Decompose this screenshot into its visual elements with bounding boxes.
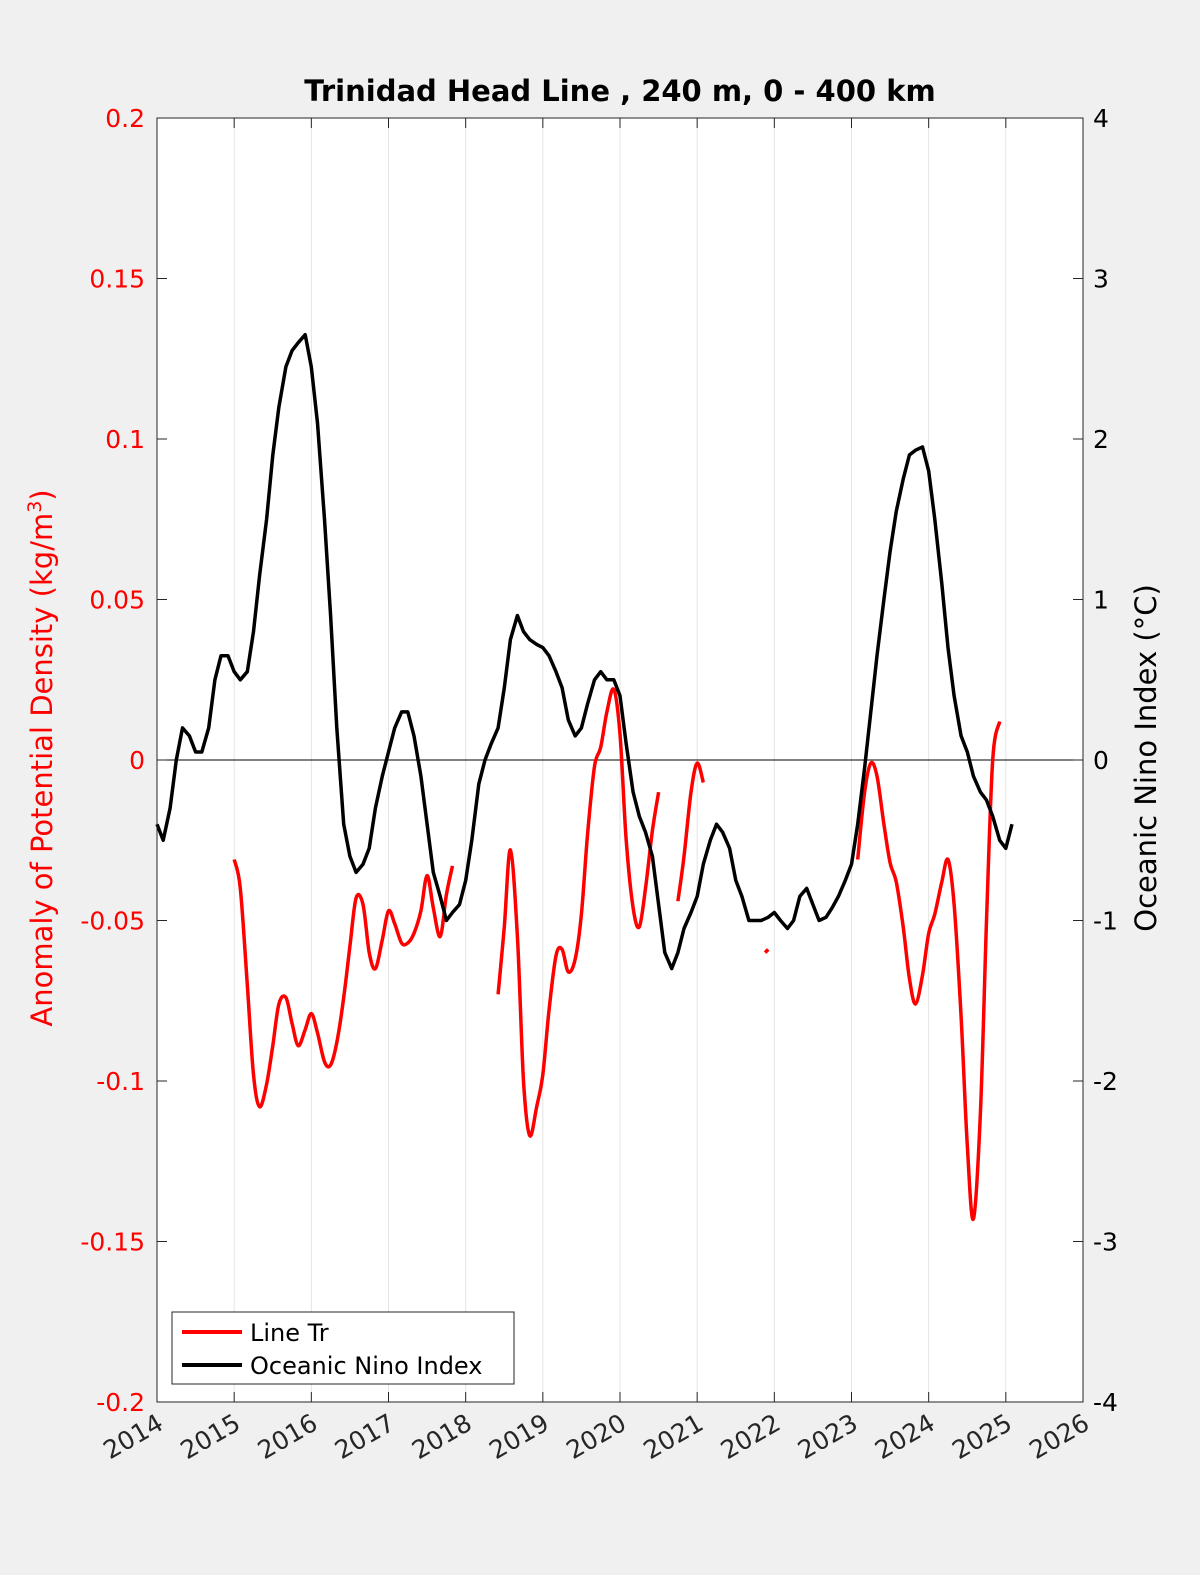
- y-left-tick-label: 0.15: [89, 265, 145, 294]
- y-right-tick-label: 2: [1093, 425, 1109, 454]
- y-left-tick-label: 0.1: [105, 425, 145, 454]
- y-left-tick-label: 0: [129, 746, 145, 775]
- chart-title: Trinidad Head Line , 240 m, 0 - 400 km: [304, 74, 935, 108]
- y-left-tick-label: -0.1: [96, 1067, 145, 1096]
- y-left-tick-label: 0.05: [89, 586, 145, 615]
- y-left-tick-label: -0.2: [96, 1388, 145, 1417]
- legend: Line Tr Oceanic Nino Index: [171, 1311, 515, 1385]
- y-axis-left-label-sup: 3: [24, 501, 46, 513]
- series-line-tr: [496, 687, 661, 1138]
- y-axis-left-label: Anomaly of Potential Density (kg/m3): [24, 489, 59, 1026]
- y-axis-right-label: Oceanic Nino Index (°C): [1129, 584, 1163, 932]
- legend-label-line-tr: Line Tr: [250, 1319, 329, 1347]
- legend-box: [171, 1311, 515, 1385]
- series-line-tr: [676, 761, 705, 902]
- series-line-tr: [855, 721, 1002, 1221]
- series-line-tr: [232, 859, 455, 1109]
- y-right-tick-label: -4: [1093, 1388, 1118, 1417]
- series-group: [155, 332, 1014, 1221]
- y-right-tick-label: -3: [1093, 1228, 1118, 1257]
- y-left-tick-label: -0.05: [80, 907, 145, 936]
- y-right-tick-label: 0: [1093, 746, 1109, 775]
- series-line-tr: [763, 948, 770, 954]
- y-right-tick-label: 4: [1093, 104, 1109, 133]
- series-oni: [155, 332, 1014, 971]
- y-right-tick-label: -2: [1093, 1067, 1118, 1096]
- y-axis-left-label-main: Anomaly of Potential Density (kg/m: [25, 513, 59, 1027]
- y-right-tick-label: 1: [1093, 586, 1109, 615]
- y-left-tick-label: 0.2: [105, 104, 145, 133]
- y-right-tick-label: -1: [1093, 907, 1118, 936]
- y-axis-left-label-close: ): [25, 489, 59, 500]
- y-left-tick-label: -0.15: [80, 1228, 145, 1257]
- legend-label-oni: Oceanic Nino Index: [250, 1352, 482, 1380]
- y-right-tick-label: 3: [1093, 265, 1109, 294]
